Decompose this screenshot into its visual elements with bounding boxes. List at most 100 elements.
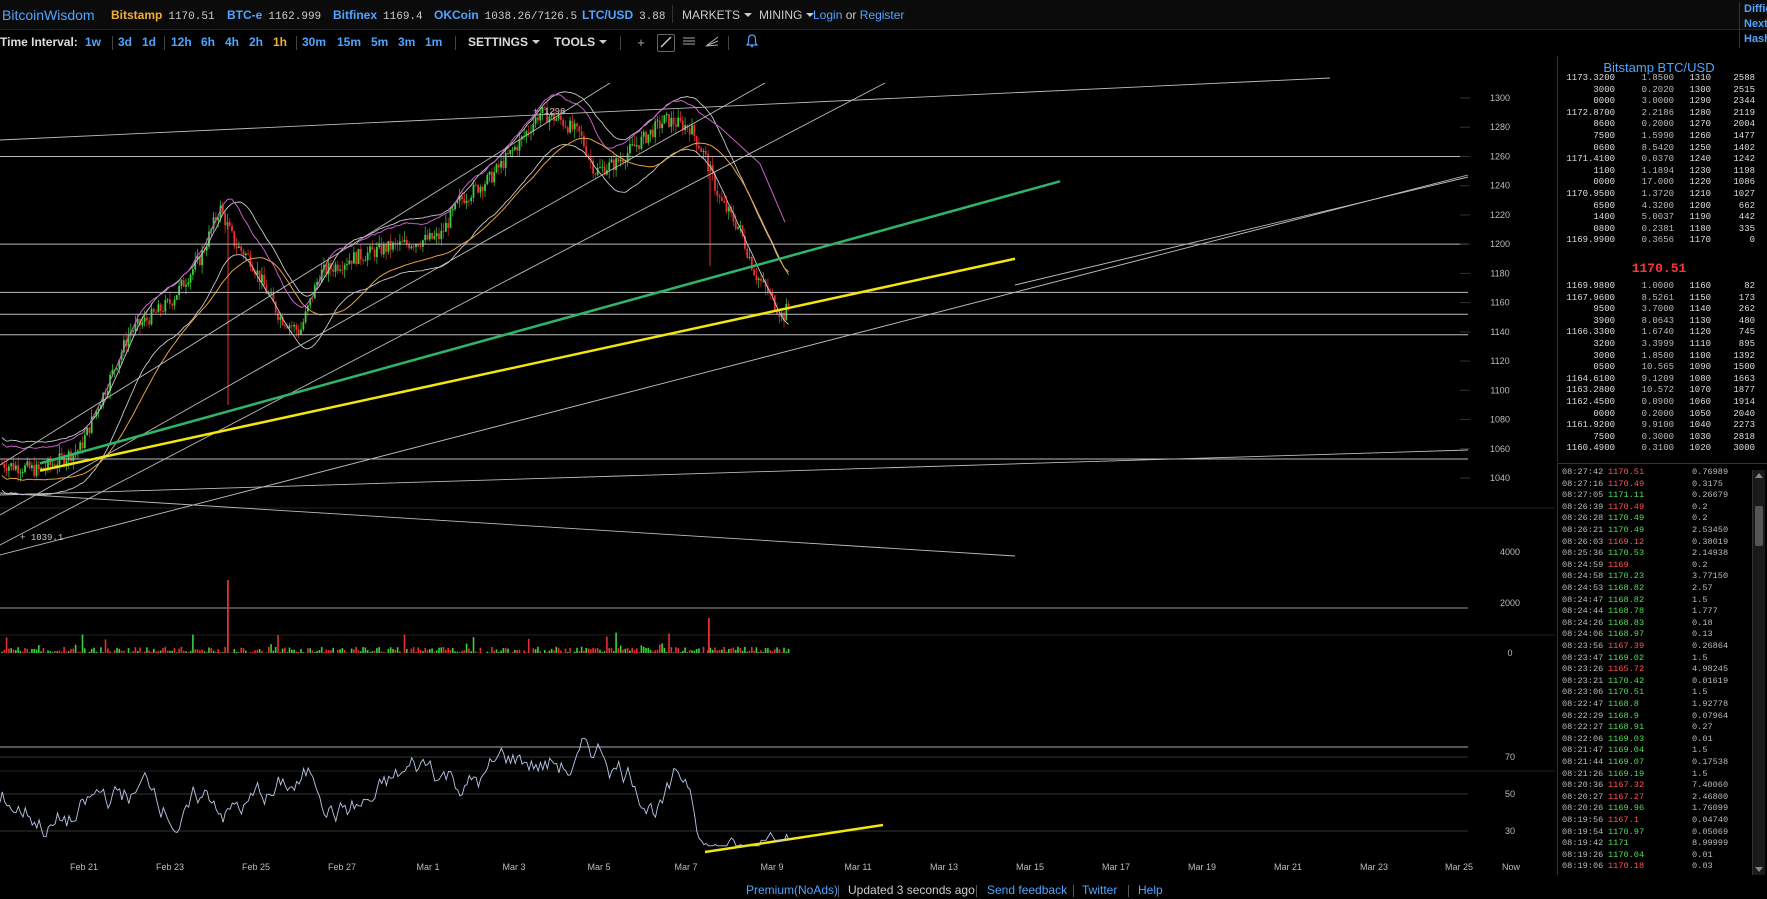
- fibonacci-icon[interactable]: [703, 34, 721, 52]
- volume-bar: [132, 650, 134, 653]
- volume-bar: [672, 652, 675, 653]
- ticker-bitstamp[interactable]: Bitstamp 1170.51: [111, 8, 215, 23]
- interval-2h[interactable]: 2h: [249, 35, 264, 49]
- interval-3m[interactable]: 3m: [398, 35, 416, 49]
- volume-bar: [215, 651, 217, 653]
- rsi-trendline: [704, 823, 884, 854]
- candle-body: [155, 311, 157, 313]
- login-link[interactable]: Login: [813, 8, 843, 22]
- settings-dropdown[interactable]: SETTINGS: [468, 35, 541, 49]
- asks-level: 1180: [1689, 223, 1711, 234]
- volume-bar: [281, 648, 284, 653]
- candle-body: [472, 184, 475, 198]
- asks-amount: 2.2186: [1641, 107, 1674, 118]
- candle-body: [757, 278, 760, 281]
- candle-body: [371, 246, 374, 250]
- trade-row: 08:22:06 1169.03 0.01: [1558, 734, 1758, 746]
- candle-body: [389, 240, 392, 250]
- interval-3d[interactable]: 3d: [118, 35, 133, 49]
- register-link[interactable]: Register: [859, 8, 905, 22]
- trade-time: 08:20:36: [1562, 780, 1604, 791]
- interval-1d[interactable]: 1d: [142, 35, 157, 49]
- candle-body: [787, 304, 790, 306]
- ticker-bitfinex[interactable]: Bitfinex 1169.4: [333, 8, 423, 23]
- volume-bar: [95, 651, 98, 653]
- candle-body: [83, 435, 86, 448]
- candle-body: [334, 264, 337, 272]
- candle-body: [231, 225, 233, 232]
- volume-bar: [422, 651, 424, 653]
- candle-body: [675, 124, 677, 127]
- help-link[interactable]: Help: [1138, 883, 1163, 897]
- asks-total: 2004: [1733, 119, 1755, 130]
- scroll-up-icon[interactable]: [1755, 473, 1763, 478]
- ticker-btce[interactable]: BTC-e 1162.999: [227, 8, 321, 23]
- brand-logo[interactable]: BitcoinWisdom: [2, 7, 95, 23]
- interval-1w[interactable]: 1w: [85, 35, 102, 49]
- bids-row: 1161.9200 9.9100 1040 2273: [1558, 420, 1760, 432]
- scroll-down-icon[interactable]: [1755, 867, 1763, 872]
- volume-bar: [113, 650, 116, 653]
- x-axis-label: Mar 13: [930, 862, 958, 872]
- asks-total: 2119: [1733, 107, 1755, 118]
- ticker-ltcusd[interactable]: LTC/USD 3.88: [582, 8, 666, 23]
- volume-bar: [718, 649, 721, 653]
- trade-amount: 1.5: [1692, 687, 1708, 698]
- channel-line: [0, 82, 886, 546]
- trade-time: 08:27:16: [1562, 478, 1604, 489]
- interval-15m[interactable]: 15m: [337, 35, 362, 49]
- trade-time: 08:20:26: [1562, 803, 1604, 814]
- twitter-link[interactable]: Twitter: [1082, 883, 1118, 897]
- asks-total: 1477: [1733, 131, 1755, 141]
- candle-body: [479, 186, 482, 193]
- send-feedback-link[interactable]: Send feedback: [987, 883, 1068, 897]
- crosshair-icon[interactable]: +: [637, 35, 645, 50]
- interval-6h[interactable]: 6h: [201, 35, 216, 49]
- x-axis-label: Mar 1: [416, 862, 439, 872]
- volume-bar: [599, 649, 601, 653]
- candle-body: [670, 117, 673, 127]
- volume-bar: [107, 648, 109, 653]
- price-chart[interactable]: 1300 1280 1260 1240 1220 1200 1180 1160 1140 1120…: [0, 55, 1555, 880]
- interval-12h[interactable]: 12h: [171, 35, 192, 49]
- volume-bar: [721, 649, 723, 653]
- candle-body: [152, 308, 155, 312]
- trades-scrollbar[interactable]: [1752, 470, 1765, 875]
- volume-bar: [771, 651, 774, 653]
- interval-1h[interactable]: 1h: [273, 35, 288, 49]
- ticker-okcoin[interactable]: OKCoin 1038.26/7126.5: [434, 8, 577, 23]
- volume-bar: [19, 650, 22, 653]
- mining-dropdown[interactable]: MINING: [759, 8, 815, 22]
- candle-body: [77, 450, 79, 452]
- volume-bar: [182, 650, 185, 653]
- trade-row: 08:24:06 1168.97 0.13: [1558, 629, 1758, 641]
- scroll-thumb[interactable]: [1755, 506, 1763, 546]
- volume-bar: [67, 651, 70, 653]
- trade-row: 08:24:58 1170.23 3.77150: [1558, 571, 1758, 583]
- interval-4h[interactable]: 4h: [225, 35, 240, 49]
- volume-bar: [245, 650, 247, 653]
- tools-dropdown[interactable]: TOOLS: [554, 35, 608, 49]
- interval-30m[interactable]: 30m: [302, 35, 327, 49]
- premium-link[interactable]: Premium(NoAds): [746, 883, 839, 897]
- bids-total: 1877: [1733, 385, 1755, 396]
- or-text: or: [845, 8, 857, 22]
- drawn-trendlines[interactable]: [0, 77, 1469, 854]
- horizontal-lines-icon[interactable]: [680, 34, 698, 52]
- trade-row: 08:24:53 1168.82 2.57: [1558, 583, 1758, 595]
- candle-body: [316, 281, 318, 286]
- candle-body: [219, 205, 222, 218]
- trade-row: 08:22:47 1168.8 1.92778: [1558, 699, 1758, 711]
- interval-5m[interactable]: 5m: [371, 35, 389, 49]
- line-draw-icon[interactable]: [657, 34, 675, 52]
- recent-trades-list[interactable]: 08:27:42 1170.51 0.76989 08:27:16 1170.49 0.3…: [1557, 463, 1767, 875]
- interval-1m[interactable]: 1m: [425, 35, 443, 49]
- volume-bar: [787, 648, 790, 653]
- markets-dropdown[interactable]: MARKETS: [682, 8, 753, 22]
- alert-bell-icon[interactable]: [743, 34, 761, 52]
- volume-bar: [708, 618, 710, 653]
- candle-body: [12, 463, 15, 470]
- volume-bar: [760, 650, 762, 653]
- volume-bar: [647, 647, 650, 653]
- trade-row: 08:26:21 1170.49 2.53450: [1558, 525, 1758, 537]
